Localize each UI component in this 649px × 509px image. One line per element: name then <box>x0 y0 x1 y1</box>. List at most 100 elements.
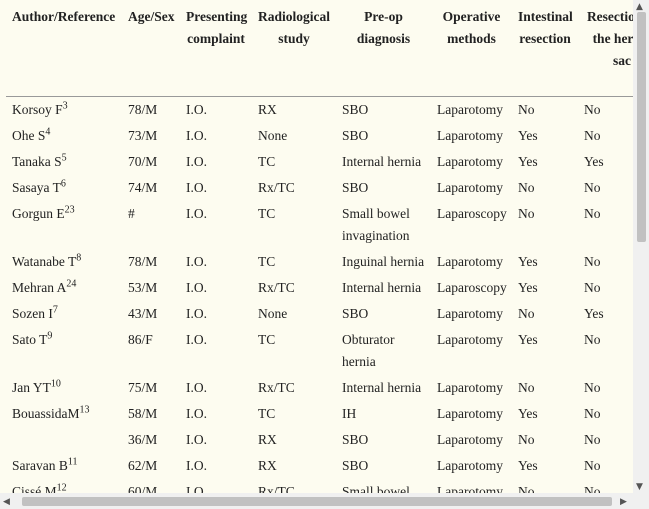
table-cell: TC <box>258 154 276 169</box>
table-cell: I.O. <box>186 332 207 347</box>
table-cell: Laparotomy <box>437 458 503 473</box>
table-cell: SBO <box>342 458 369 473</box>
header-row: Author/Reference Age/Sex Presenting compla… <box>6 4 633 97</box>
author-name: Jan YT <box>12 380 51 395</box>
table-cell: SBO <box>342 180 369 195</box>
table-cell: Internal hernia <box>342 280 422 295</box>
table-cell: IH <box>342 406 357 421</box>
table-cell: I.O. <box>186 280 207 295</box>
table-cell: No <box>518 484 535 493</box>
table-cell: Yes <box>518 254 538 269</box>
table-cell: SBO <box>342 102 369 117</box>
table-cell: I.O. <box>186 154 207 169</box>
table-cell: No <box>584 128 601 143</box>
table-cell: SBO <box>342 128 369 143</box>
table-cell: Yes <box>518 128 538 143</box>
table-cell: No <box>584 406 601 421</box>
table-cell: Laparotomy <box>437 254 503 269</box>
reference-number: 4 <box>45 126 51 138</box>
reference-number: 10 <box>50 378 61 390</box>
table-row: 36/M I.O. RX SBO Laparotomy No No <box>6 427 633 453</box>
table-cell: Rx/TC <box>258 180 295 195</box>
table-cell: 73/M <box>128 128 158 143</box>
table-cell: I.O. <box>186 306 207 321</box>
column-header: Presenting complaint <box>180 4 252 97</box>
column-header: Operative methods <box>431 4 512 97</box>
table-cell: Laparotomy <box>437 332 503 347</box>
author-name: Watanabe T <box>12 254 77 269</box>
reference-number: 9 <box>47 330 53 342</box>
table-cell: RX <box>258 458 277 473</box>
scroll-thumb[interactable] <box>22 497 612 506</box>
author-name: BouassidaM <box>12 406 80 421</box>
table-cell: No <box>518 102 535 117</box>
table-cell: 62/M <box>128 458 158 473</box>
table-cell: 78/M <box>128 254 158 269</box>
table-cell: Laparoscopy <box>437 280 507 295</box>
author-cell: Mehran A24 <box>6 275 122 301</box>
table-cell: Laparotomy <box>437 306 503 321</box>
author-cell: BouassidaM13 <box>6 401 122 427</box>
author-cell: Sato T9 <box>6 327 122 375</box>
table-row: Cissé M12 60/M I.O. Rx/TC Small bowel Laparot… <box>6 479 633 493</box>
table-cell: 36/M <box>128 432 158 447</box>
table-cell: 58/M <box>128 406 158 421</box>
table-cell: No <box>584 484 601 493</box>
table-cell: No <box>584 332 601 347</box>
table-cell: # <box>128 206 135 221</box>
author-name: Gorgun E <box>12 206 65 221</box>
table-row: Mehran A24 53/M I.O. Rx/TC Internal hernia La… <box>6 275 633 301</box>
reference-number: 24 <box>66 278 77 290</box>
table-cell: No <box>584 380 601 395</box>
table-cell: Yes <box>518 154 538 169</box>
scroll-thumb[interactable] <box>637 12 646 242</box>
table-cell: No <box>584 280 601 295</box>
table-cell: Yes <box>518 406 538 421</box>
author-cell: Ohe S4 <box>6 123 122 149</box>
scroll-right[interactable]: ▶ <box>620 497 627 507</box>
scroll-left[interactable]: ◀ <box>3 497 10 507</box>
table-row: Gorgun E23 # I.O. TC Small bowel invaginatio… <box>6 201 633 249</box>
table-cell: TC <box>258 254 276 269</box>
table-cell: 78/M <box>128 102 158 117</box>
table-cell: No <box>518 306 535 321</box>
table-cell: No <box>584 180 601 195</box>
author-name: Ohe S <box>12 128 46 143</box>
table-cell: No <box>584 102 601 117</box>
author-cell: Gorgun E23 <box>6 201 122 249</box>
table-cell: Laparotomy <box>437 432 503 447</box>
table-cell: None <box>258 128 288 143</box>
table-cell: Laparotomy <box>437 380 503 395</box>
column-header: Resection of the hernia sac <box>578 4 633 97</box>
table-row: Watanabe T8 78/M I.O. TC Inguinal hernia Lapa… <box>6 249 633 275</box>
author-name: Saravan B <box>12 458 68 473</box>
table-cell: SBO <box>342 432 369 447</box>
author-cell: Tanaka S5 <box>6 149 122 175</box>
table-cell: No <box>518 432 535 447</box>
scroll-up[interactable]: ▲ <box>636 2 643 12</box>
author-cell: Korsoy F3 <box>6 97 122 124</box>
table-cell: Obturator hernia <box>342 332 395 369</box>
data-table: Author/Reference Age/Sex Presenting compla… <box>6 4 633 493</box>
table-cell: No <box>584 432 601 447</box>
table-cell: I.O. <box>186 128 207 143</box>
table-cell: I.O. <box>186 206 207 221</box>
reference-number: 11 <box>67 456 78 468</box>
author-cell <box>6 427 122 453</box>
author-cell: Sasaya T6 <box>6 175 122 201</box>
table-cell: Internal hernia <box>342 154 422 169</box>
author-cell: Jan YT10 <box>6 375 122 401</box>
table-row: Tanaka S5 70/M I.O. TC Internal hernia Laparo… <box>6 149 633 175</box>
table-row: Saravan B11 62/M I.O. RX SBO Laparotomy Yes No <box>6 453 633 479</box>
scroll-down[interactable]: ▼ <box>636 482 643 492</box>
table-cell: Small bowel <box>342 484 410 493</box>
column-header: Author/Reference <box>6 4 122 97</box>
table-cell: 53/M <box>128 280 158 295</box>
author-name: Sato T <box>12 332 48 347</box>
table-cell: I.O. <box>186 406 207 421</box>
table-row: BouassidaM13 58/M I.O. TC IH Laparotomy Yes No <box>6 401 633 427</box>
author-name: Cissé M <box>12 484 57 493</box>
table-row: Sozen I7 43/M I.O. None SBO Laparotomy No Yes <box>6 301 633 327</box>
table-cell: No <box>518 180 535 195</box>
